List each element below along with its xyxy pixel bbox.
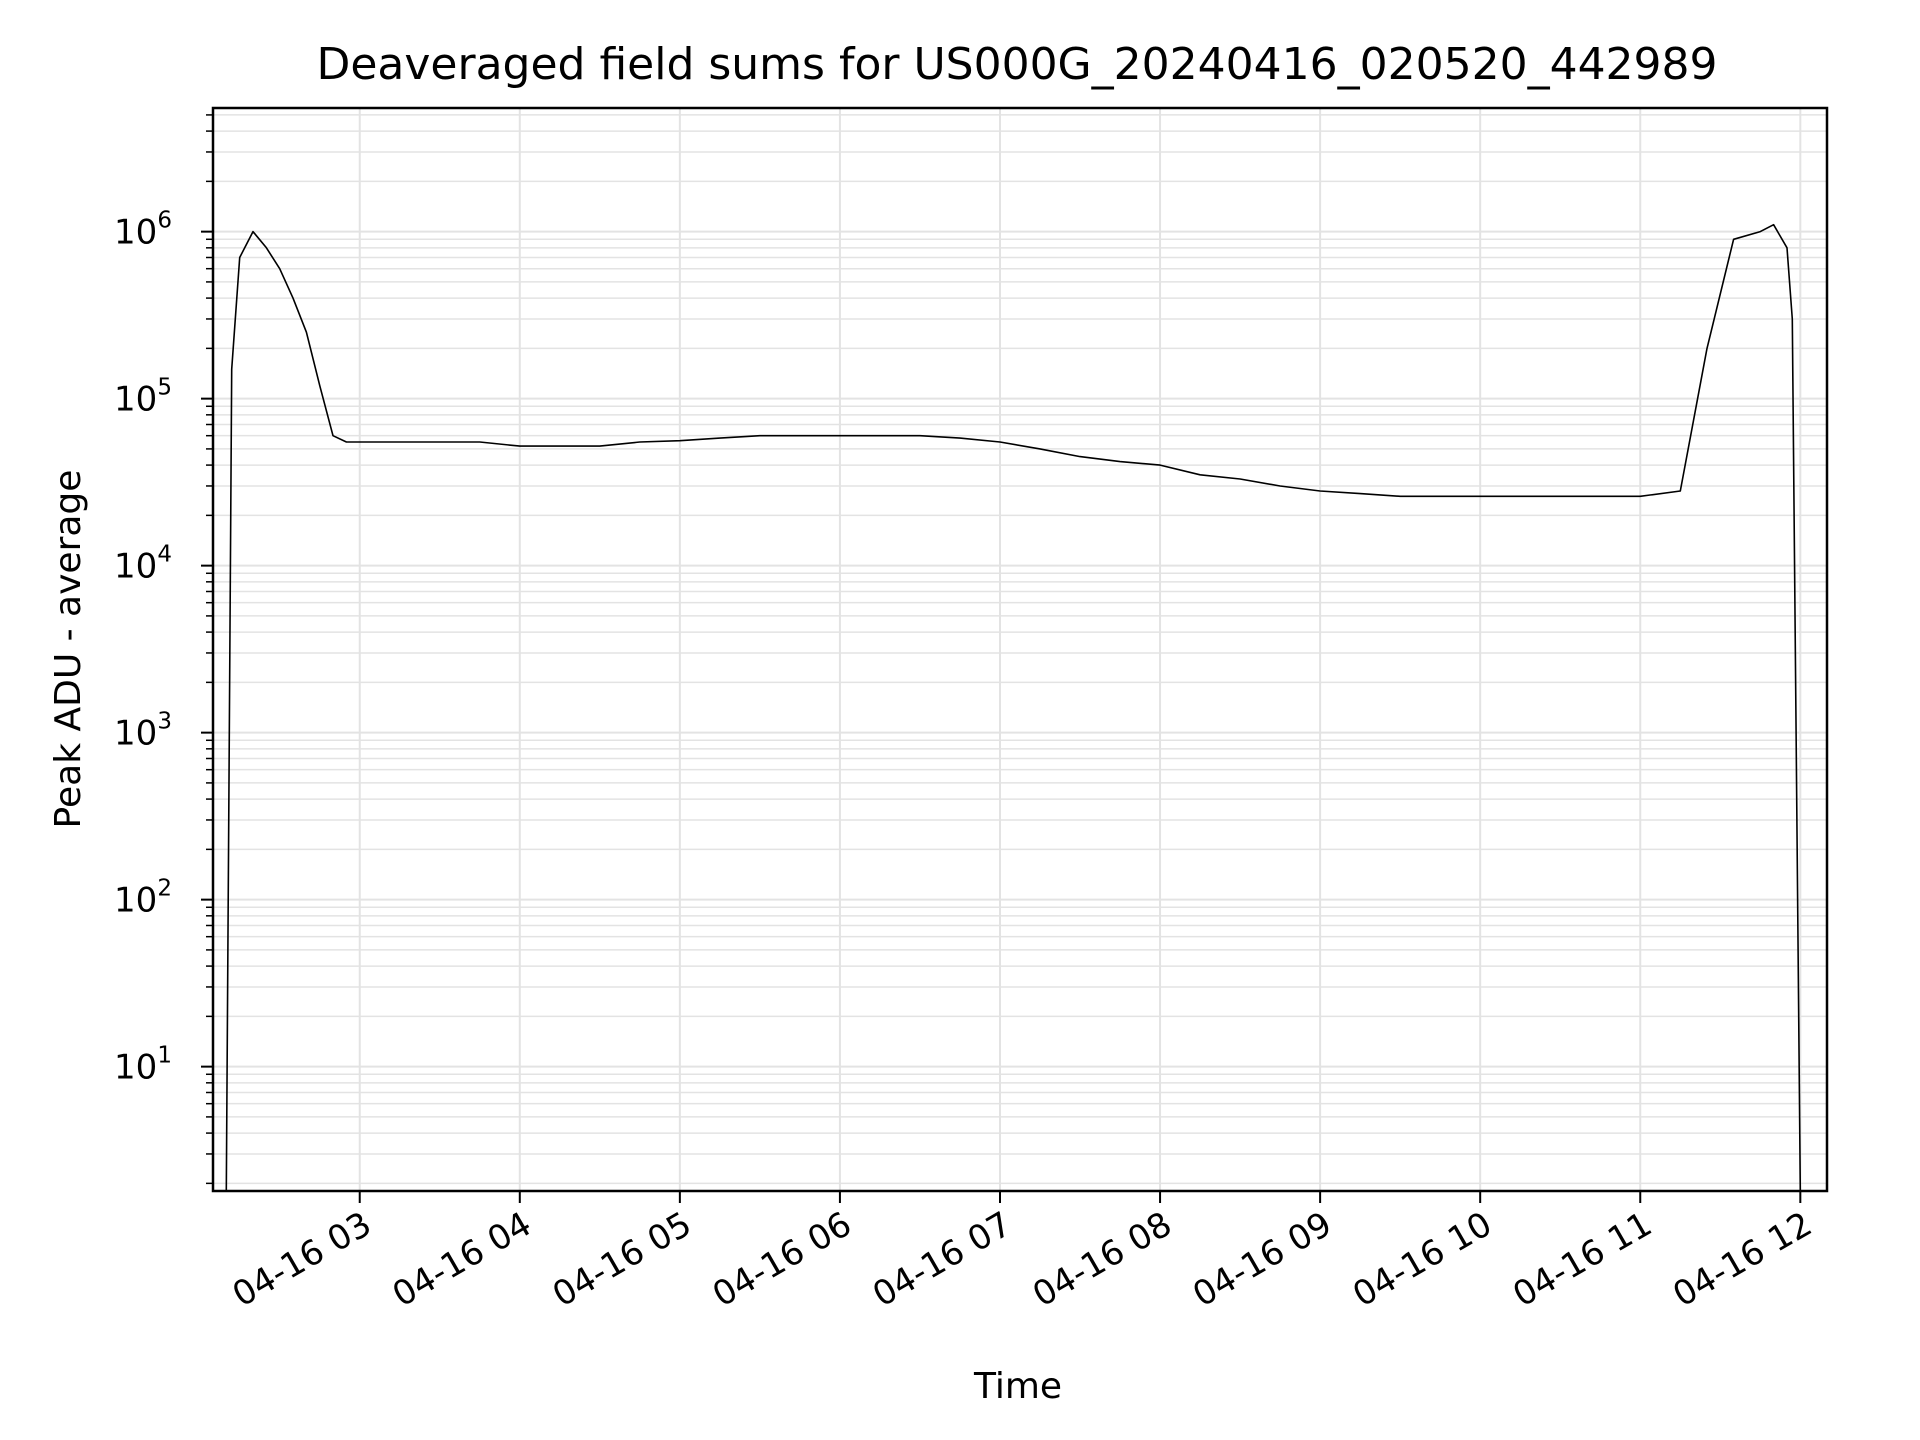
x-tick-label: 04-16 04 <box>386 1204 538 1315</box>
x-tick-label: 04-16 10 <box>1346 1204 1498 1315</box>
plot-frame <box>211 106 1829 1193</box>
x-tick-label: 04-16 03 <box>226 1204 378 1315</box>
chart-title: Deaveraged field sums for US000G_2024041… <box>316 39 1717 90</box>
y-tick-label: 105 <box>114 375 172 420</box>
x-axis-label: Time <box>973 1366 1062 1407</box>
y-tick-label: 102 <box>114 876 172 921</box>
x-tick-label: 04-16 11 <box>1506 1204 1658 1315</box>
grid-lines <box>213 108 1827 1191</box>
y-tick-label: 104 <box>114 542 172 587</box>
x-tick-label: 04-16 09 <box>1186 1204 1338 1315</box>
plot-area <box>225 223 1802 1192</box>
x-tick-label: 04-16 07 <box>866 1204 1018 1315</box>
y-axis-label: Peak ADU - average <box>48 470 89 829</box>
y-tick-label: 101 <box>114 1043 172 1088</box>
y-tick-label: 106 <box>114 208 172 253</box>
x-tick-label: 04-16 06 <box>706 1204 858 1315</box>
x-tick-label: 04-16 08 <box>1026 1204 1178 1315</box>
x-tick-label: 04-16 05 <box>546 1204 698 1315</box>
y-tick-label: 103 <box>114 709 172 754</box>
axes-ticks: 04-16 03 04-16 04 04-16 05 04-16 06 04-16 07… <box>114 114 1819 1315</box>
x-tick-label: 04-16 12 <box>1666 1204 1818 1315</box>
series-line <box>225 223 1802 1192</box>
